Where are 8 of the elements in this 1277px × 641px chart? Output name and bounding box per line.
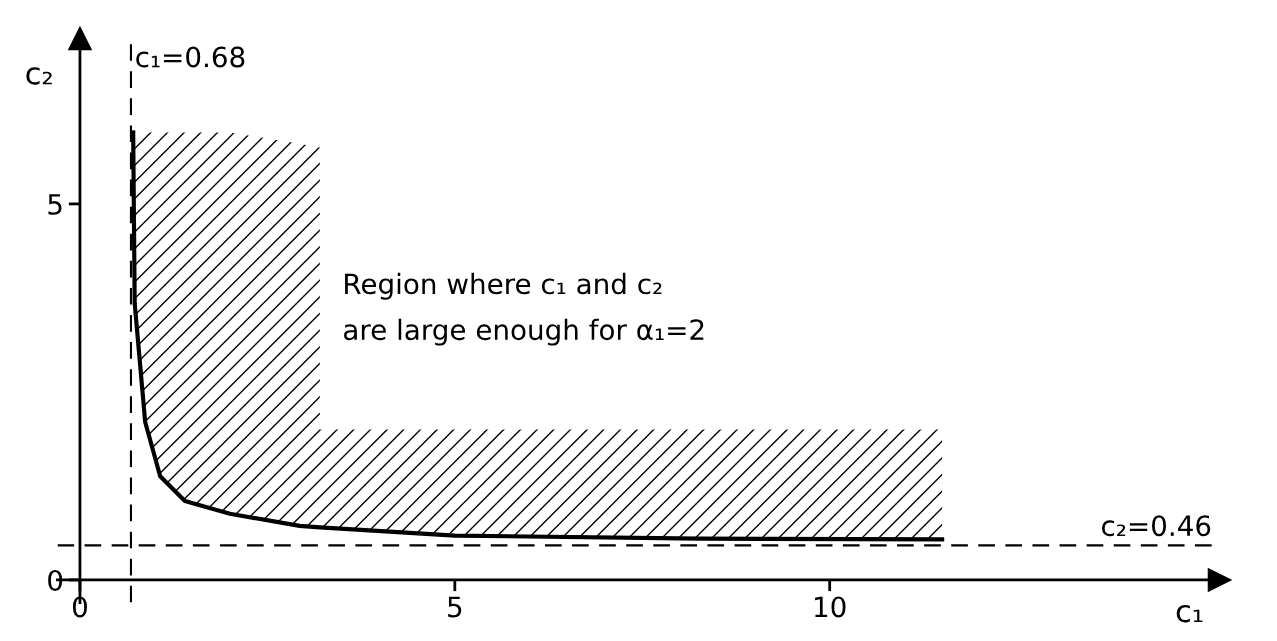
x-tick-label: 0: [72, 596, 87, 618]
x-tick-label: 5: [448, 596, 462, 618]
x-axis-title: c₁: [1176, 604, 1203, 623]
x-tick-label: 10: [815, 596, 846, 618]
ref-line-label: c₁=0.68: [136, 46, 245, 68]
annotation: Region where c₁ and c₂ are large enough for α₁=2: [344, 272, 704, 346]
y-axis-title: c₂: [26, 67, 52, 85]
ref-line-label: c₂=0.46: [1102, 515, 1211, 537]
